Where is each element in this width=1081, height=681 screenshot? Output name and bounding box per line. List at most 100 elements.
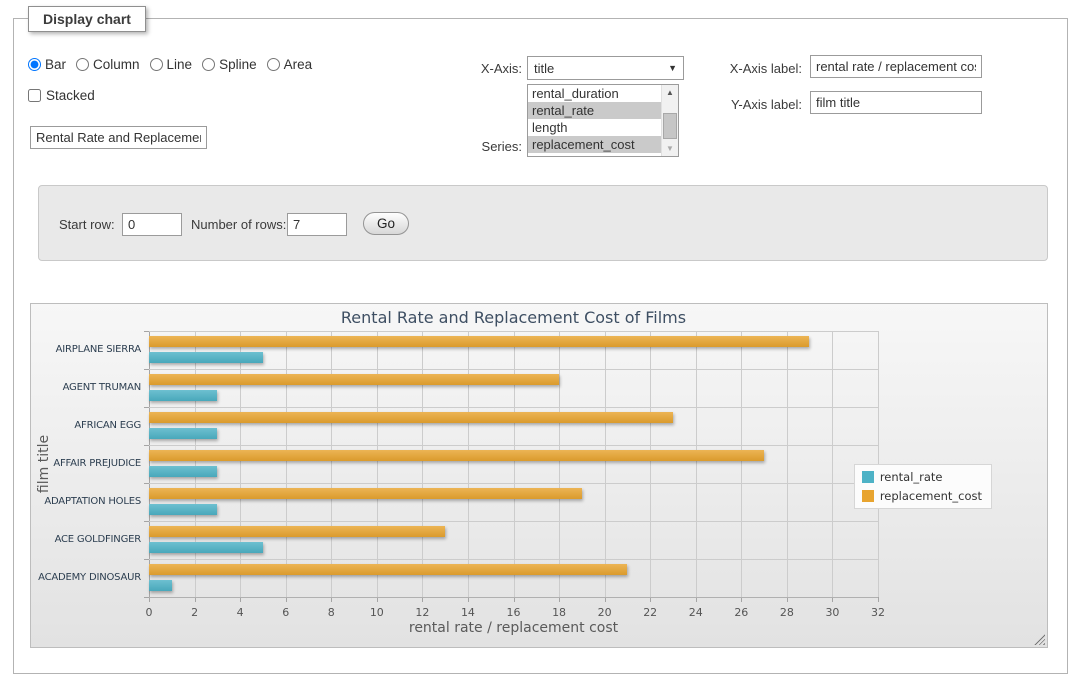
panel-legend-text: Display chart [43, 11, 131, 27]
x-axis-selected-value: title [534, 61, 668, 76]
bar-replacement_cost [149, 412, 673, 423]
num-rows-input[interactable] [287, 213, 347, 236]
legend-item-replacement_cost[interactable]: replacement_cost [862, 489, 982, 503]
bar-replacement_cost [149, 374, 559, 385]
x-tick-label: 10 [359, 606, 395, 619]
scroll-down-icon[interactable]: ▼ [662, 141, 678, 156]
gridline [605, 331, 606, 597]
gridline [468, 331, 469, 597]
series-option-rental_rate[interactable]: rental_rate [528, 102, 661, 119]
chart-type-radio-line[interactable]: Line [150, 57, 193, 72]
gridline [149, 331, 150, 597]
x-axis-select[interactable]: title ▼ [527, 56, 684, 80]
chart-plot-area: 02468101214161820222426283032AIRPLANE SI… [149, 331, 878, 597]
radio-label: Column [93, 57, 140, 72]
y-tick [144, 483, 149, 484]
x-axis-label-input[interactable] [810, 55, 982, 78]
go-button[interactable]: Go [363, 212, 409, 235]
radio-line[interactable] [150, 58, 163, 71]
chart-title-input[interactable] [30, 126, 207, 149]
category-separator [149, 559, 878, 560]
gridline [741, 331, 742, 597]
bar-rental_rate [149, 428, 217, 439]
panel-legend: Display chart [28, 6, 146, 32]
radio-label: Line [167, 57, 193, 72]
category-separator [149, 445, 878, 446]
legend-label: replacement_cost [880, 489, 982, 503]
bar-replacement_cost [149, 488, 582, 499]
gridline [331, 331, 332, 597]
chart-panel: Rental Rate and Replacement Cost of Film… [30, 303, 1048, 648]
series-scrollbar[interactable]: ▲ ▼ [661, 85, 678, 156]
gridline [240, 331, 241, 597]
legend-swatch-icon [862, 490, 874, 502]
gridline [377, 331, 378, 597]
radio-area[interactable] [267, 58, 280, 71]
x-tick-label: 28 [769, 606, 805, 619]
legend-swatch-icon [862, 471, 874, 483]
x-axis-line [149, 597, 878, 598]
category-label: AIRPLANE SIERRA [37, 344, 141, 355]
radio-label: Spline [219, 57, 257, 72]
gridline [195, 331, 196, 597]
x-axis-label: X-Axis: [440, 61, 522, 76]
stacked-label: Stacked [46, 88, 95, 103]
radio-spline[interactable] [202, 58, 215, 71]
x-tick-label: 20 [587, 606, 623, 619]
gridline [650, 331, 651, 597]
x-tick-label: 16 [496, 606, 532, 619]
y-tick [144, 445, 149, 446]
x-tick-label: 24 [678, 606, 714, 619]
x-tick [878, 597, 879, 602]
bar-replacement_cost [149, 526, 445, 537]
radio-column[interactable] [76, 58, 89, 71]
radio-label: Bar [45, 57, 66, 72]
scroll-thumb[interactable] [663, 113, 677, 139]
chart-type-radio-column[interactable]: Column [76, 57, 140, 72]
chart-type-radio-spline[interactable]: Spline [202, 57, 257, 72]
x-tick-label: 30 [814, 606, 850, 619]
gridline [514, 331, 515, 597]
x-tick-label: 0 [131, 606, 167, 619]
gridline [422, 331, 423, 597]
bar-rental_rate [149, 466, 217, 477]
gridline [696, 331, 697, 597]
series-option-rental_duration[interactable]: rental_duration [528, 85, 661, 102]
category-separator [149, 369, 878, 370]
start-row-label: Start row: [59, 217, 115, 232]
category-separator [149, 483, 878, 484]
bar-replacement_cost [149, 450, 764, 461]
bar-rental_rate [149, 352, 263, 363]
chart-type-radio-area[interactable]: Area [267, 57, 313, 72]
y-tick [144, 407, 149, 408]
series-option-replacement_cost[interactable]: replacement_cost [528, 136, 661, 153]
series-option-length[interactable]: length [528, 119, 661, 136]
category-separator [149, 407, 878, 408]
stacked-row[interactable]: Stacked [28, 88, 95, 103]
stacked-checkbox[interactable] [28, 89, 41, 102]
y-tick [144, 369, 149, 370]
legend-item-rental_rate[interactable]: rental_rate [862, 470, 982, 484]
chart-legend: rental_rate replacement_cost [854, 464, 992, 509]
chart-x-axis-title: rental rate / replacement cost [149, 620, 878, 636]
row-controls-panel: Start row: Number of rows: Go [38, 185, 1048, 261]
category-label: AGENT TRUMAN [37, 382, 141, 393]
series-options: rental_durationrental_ratelengthreplacem… [528, 85, 661, 156]
bar-rental_rate [149, 504, 217, 515]
series-listbox[interactable]: rental_durationrental_ratelengthreplacem… [527, 84, 679, 157]
bar-rental_rate [149, 580, 172, 591]
bar-rental_rate [149, 542, 263, 553]
chart-type-radio-bar[interactable]: Bar [28, 57, 66, 72]
y-axis-label-input[interactable] [810, 91, 982, 114]
page: Display chart Bar Column Line Spline Area St… [0, 0, 1081, 681]
gridline [286, 331, 287, 597]
scroll-up-icon[interactable]: ▲ [662, 85, 678, 100]
x-tick-label: 2 [177, 606, 213, 619]
resize-grip-icon[interactable] [1034, 634, 1045, 645]
start-row-input[interactable] [122, 213, 182, 236]
radio-bar[interactable] [28, 58, 41, 71]
legend-label: rental_rate [880, 470, 943, 484]
num-rows-label: Number of rows: [191, 217, 286, 232]
x-tick-label: 12 [404, 606, 440, 619]
chevron-down-icon: ▼ [668, 63, 677, 73]
